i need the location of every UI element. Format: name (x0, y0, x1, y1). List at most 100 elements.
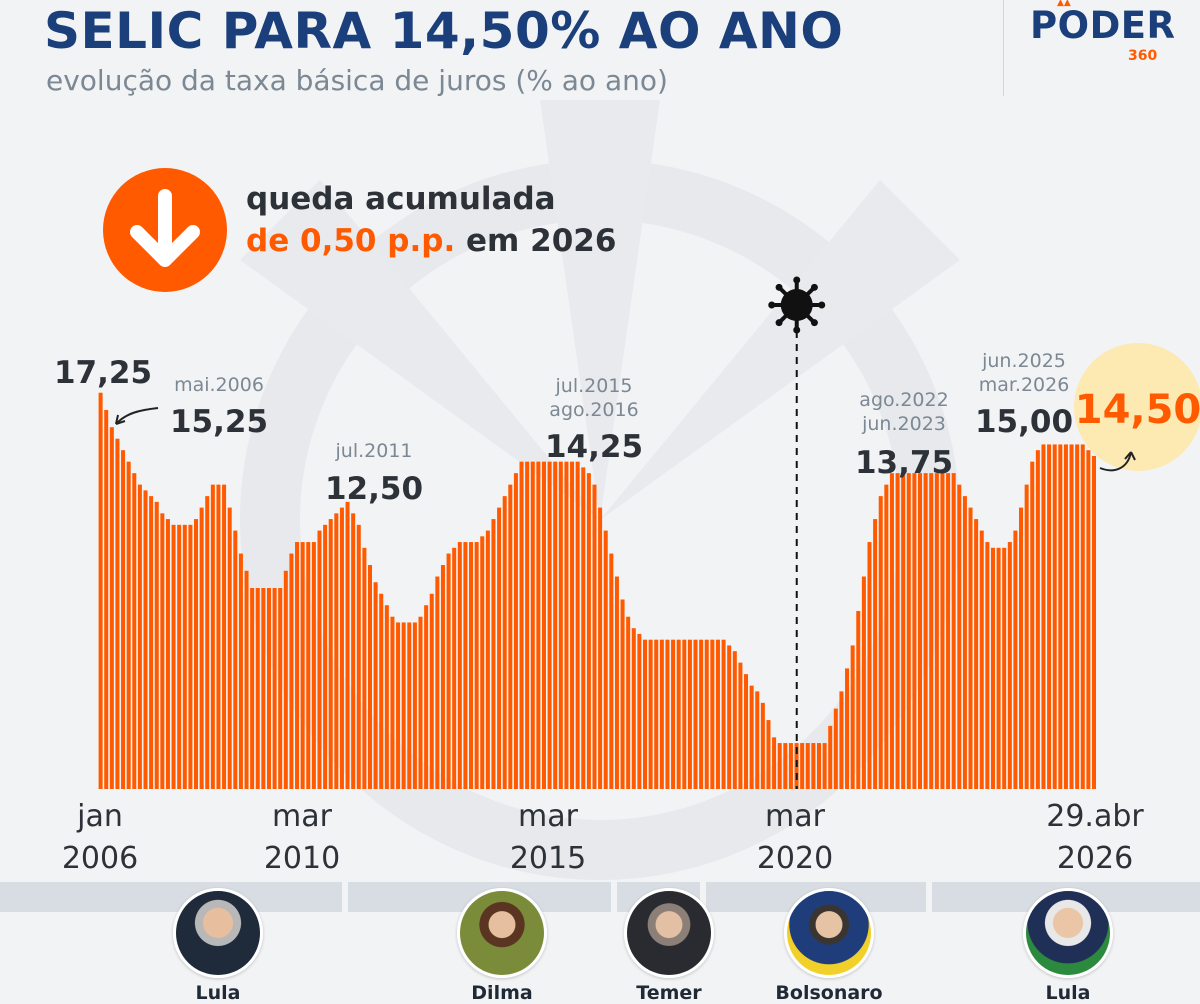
bar (452, 547, 457, 789)
bar (856, 610, 861, 789)
bar (541, 461, 546, 789)
bar (272, 588, 277, 789)
annotation-date: mar.2026 (979, 374, 1070, 396)
bar (693, 639, 698, 789)
bar (530, 461, 535, 789)
bar (323, 524, 328, 789)
bar (918, 473, 923, 789)
bar (384, 605, 389, 789)
bar (755, 691, 760, 789)
bar (1024, 484, 1029, 789)
bar (233, 530, 238, 789)
bar (648, 639, 653, 789)
president-bolsonaro: Bolsonaro (754, 888, 904, 1004)
bar (822, 743, 827, 789)
bar (339, 507, 344, 789)
bar (603, 530, 608, 789)
bar (1058, 444, 1063, 789)
avatar (173, 888, 263, 978)
president-name: Temer (636, 982, 702, 1004)
bar (367, 565, 373, 789)
bar (996, 547, 1001, 789)
bar (250, 588, 255, 789)
bar (160, 513, 165, 789)
avatar (1023, 888, 1113, 978)
bar (1091, 455, 1096, 789)
bar (547, 461, 552, 789)
annotation-value-latest: 14,50 (1075, 387, 1200, 433)
callout-rest: em 2026 (455, 223, 617, 259)
bar (261, 588, 266, 789)
bar (581, 467, 586, 789)
bar (951, 473, 956, 789)
annotation-arrow (115, 407, 159, 425)
bar (345, 501, 350, 789)
bar (396, 622, 401, 789)
bar (177, 524, 182, 789)
annotation-date: jul.2015 (555, 375, 633, 397)
president-temer: Temer (594, 888, 744, 1004)
avatar (624, 888, 714, 978)
bar (491, 519, 496, 789)
bar (109, 427, 114, 789)
bar (525, 461, 530, 789)
bar (137, 484, 142, 789)
bar (614, 576, 619, 789)
brand-divider (1003, 0, 1004, 96)
bar (906, 473, 911, 789)
bar (373, 582, 378, 789)
bar (609, 553, 614, 789)
bar (642, 639, 648, 789)
bar (985, 542, 990, 789)
bar (401, 622, 406, 789)
bar (508, 484, 513, 789)
bar (328, 519, 333, 789)
bar (210, 484, 215, 789)
bar (1002, 547, 1007, 789)
bar (772, 737, 777, 789)
bar (424, 605, 429, 789)
bar (182, 524, 187, 789)
annotation-arrowhead (115, 414, 126, 425)
annotation-date: ago.2022 (859, 389, 948, 411)
president-name: Bolsonaro (775, 982, 883, 1004)
bar (351, 513, 356, 789)
bar (255, 588, 260, 789)
bar (788, 743, 793, 789)
bar (744, 674, 749, 789)
bar (429, 593, 434, 789)
brand-logo: ▲▲ PODER 360 (1030, 0, 1175, 66)
virus-icon (768, 276, 826, 334)
annotation-date: jun.2023 (861, 413, 946, 435)
brand-name: PODER (1030, 4, 1176, 47)
bar (536, 461, 541, 789)
bar (889, 473, 894, 789)
bar (570, 461, 575, 789)
bar (266, 588, 271, 789)
bar (513, 473, 518, 789)
annotation-arrowhead (1124, 451, 1136, 461)
callout-badge (103, 168, 227, 292)
bar (659, 639, 664, 789)
bar (710, 639, 715, 789)
bar (598, 507, 603, 789)
avatar (457, 888, 547, 978)
bar (867, 542, 872, 789)
bar (216, 484, 221, 789)
bar (1075, 444, 1080, 789)
bar (154, 501, 159, 789)
page-title: SELIC PARA 14,50% AO ANO (44, 2, 844, 60)
bar (637, 633, 642, 789)
bar (1086, 450, 1091, 789)
bar (912, 473, 917, 789)
bar (839, 691, 844, 789)
x-tick-month: jan (77, 799, 123, 834)
bar (194, 519, 199, 789)
bar (811, 743, 816, 789)
president-name: Lula (1045, 982, 1091, 1004)
bar (295, 542, 300, 789)
bar (1069, 444, 1074, 789)
bar (760, 702, 765, 789)
bar (334, 513, 339, 789)
bar (126, 461, 131, 789)
